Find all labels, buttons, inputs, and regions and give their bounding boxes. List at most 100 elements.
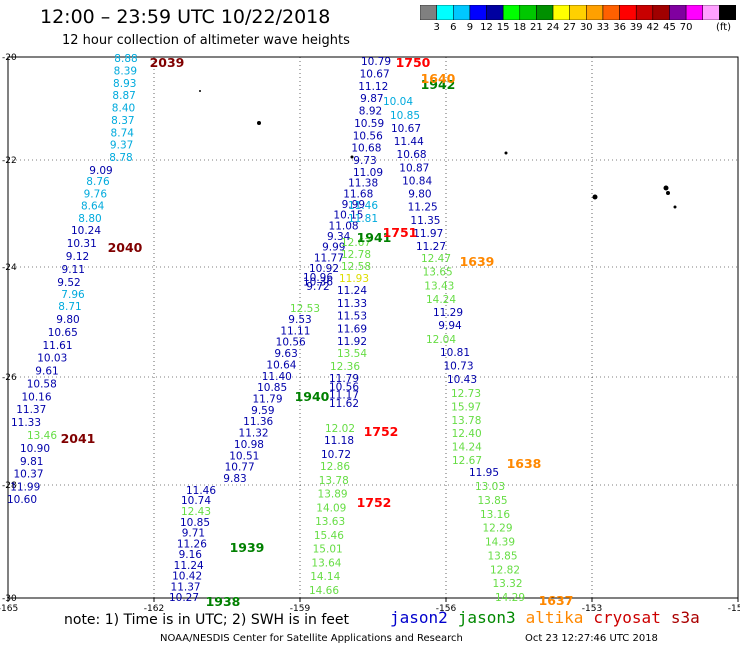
x-tick-label: -165 bbox=[0, 604, 18, 614]
wave-height-label: 12.67 bbox=[452, 455, 482, 467]
wave-height-label: 10.64 bbox=[266, 359, 296, 371]
wave-height-label: 11.36 bbox=[243, 416, 273, 428]
wave-height-label: 11.17 bbox=[329, 390, 359, 402]
pass-time-label: 1751 bbox=[383, 225, 418, 240]
wave-height-label: 12.02 bbox=[325, 423, 355, 435]
wave-height-label: 10.36 bbox=[303, 277, 333, 289]
colorbar-tick-label: 12 bbox=[480, 22, 493, 33]
wave-height-label: 9.81 bbox=[20, 456, 43, 468]
wave-height-label: 10.04 bbox=[383, 96, 413, 108]
wave-height-label: 8.39 bbox=[114, 65, 137, 77]
wave-height-label: 10.59 bbox=[354, 118, 384, 130]
wave-height-label: 10.16 bbox=[21, 391, 51, 403]
x-tick-label: -162 bbox=[144, 604, 164, 614]
wave-height-label: 11.12 bbox=[358, 81, 388, 93]
wave-height-label: 11.77 bbox=[314, 252, 344, 264]
island-marker bbox=[350, 155, 354, 159]
wave-height-label: 11.40 bbox=[262, 371, 292, 383]
wave-height-label: 9.99 bbox=[322, 242, 345, 254]
colorbar-tick-label: 33 bbox=[596, 22, 610, 33]
wave-height-label: 10.68 bbox=[397, 149, 427, 161]
wave-height-label: 9.80 bbox=[56, 314, 79, 326]
wave-height-label: 11.92 bbox=[337, 336, 367, 348]
y-tick-label: -20 bbox=[2, 53, 17, 63]
wave-height-label: 11.79 bbox=[252, 394, 282, 406]
pass-time-label: 1639 bbox=[460, 254, 495, 269]
colorbar-tick-label: 21 bbox=[530, 22, 543, 33]
map-frame bbox=[7, 56, 739, 599]
pass-time-label: 1940 bbox=[295, 389, 330, 404]
wave-height-label: 11.38 bbox=[348, 178, 378, 190]
wave-height-label: 11.61 bbox=[42, 340, 72, 352]
wave-height-label: 10.85 bbox=[180, 517, 210, 529]
wave-height-label: 10.67 bbox=[391, 123, 421, 135]
wave-height-label: 11.09 bbox=[353, 167, 383, 179]
wave-height-label: 10.72 bbox=[321, 449, 351, 461]
wave-height-label: 9.99 bbox=[342, 199, 365, 211]
pass-time-label: 1752 bbox=[357, 495, 392, 510]
wave-height-label: 11.33 bbox=[11, 417, 41, 429]
island-marker bbox=[199, 90, 201, 92]
island-marker bbox=[592, 194, 598, 200]
colorbar-labels: 3 6 9 12 15 18 21 24 27 30 33 36 39 42 45 70 bbox=[420, 22, 736, 36]
colorbar-tick-label: 18 bbox=[513, 22, 527, 33]
x-tick-label: -159 bbox=[290, 604, 311, 614]
wave-height-label: 10.73 bbox=[443, 361, 473, 373]
wave-height-label: 10.15 bbox=[333, 210, 363, 222]
wave-height-label: 13.16 bbox=[480, 509, 510, 521]
wave-height-label: 13.54 bbox=[337, 348, 367, 360]
legend-s3a: s3a bbox=[670, 608, 700, 627]
wave-height-label: 13.85 bbox=[477, 495, 507, 507]
pass-time-label: 1938 bbox=[206, 594, 241, 609]
wave-height-label: 11.37 bbox=[16, 404, 46, 416]
y-tick-label: -22 bbox=[2, 156, 17, 166]
wave-height-label: 13.63 bbox=[315, 516, 345, 528]
wave-height-label: 9.61 bbox=[35, 366, 58, 378]
map-subtitle: 12 hour collection of altimeter wave hei… bbox=[62, 33, 350, 48]
wave-height-label: 9.37 bbox=[110, 140, 133, 152]
wave-height-label: 9.80 bbox=[408, 189, 431, 201]
island-marker bbox=[504, 151, 508, 155]
pass-time-label: 1752 bbox=[364, 424, 399, 439]
wave-height-label: 14.29 bbox=[495, 592, 525, 604]
wave-height-label: 8.88 bbox=[114, 53, 137, 65]
wave-height-label: 12.29 bbox=[482, 523, 512, 535]
colorbar-tick-label: 36 bbox=[613, 22, 626, 33]
island-marker bbox=[257, 121, 261, 125]
wave-height-label: 12.04 bbox=[426, 334, 456, 346]
wave-height-label: 11.11 bbox=[280, 325, 310, 337]
wave-height-label: 12.86 bbox=[320, 461, 350, 473]
wave-height-label: 9.16 bbox=[179, 549, 203, 561]
wave-height-label: 11.69 bbox=[337, 323, 367, 335]
wave-height-label: 8.80 bbox=[78, 213, 101, 225]
wave-height-label: 11.24 bbox=[174, 560, 204, 572]
wave-height-label: 9.63 bbox=[274, 348, 297, 360]
wave-height-label: 13.65 bbox=[423, 267, 453, 279]
legend-jason3: jason3 bbox=[457, 608, 516, 627]
pass-time-label: 2039 bbox=[150, 55, 185, 70]
wave-height-label: 10.27 bbox=[169, 592, 199, 604]
wave-height-label: 14.39 bbox=[485, 537, 515, 549]
wave-height-label: 7.96 bbox=[61, 289, 85, 301]
wave-height-label: 9.59 bbox=[251, 405, 274, 417]
wave-height-label: 11.27 bbox=[416, 241, 446, 253]
wave-height-label: 11.44 bbox=[394, 136, 424, 148]
wave-height-label: 10.65 bbox=[48, 327, 78, 339]
wave-height-label: 10.56 bbox=[353, 130, 383, 142]
wave-height-label: 12.47 bbox=[421, 253, 451, 265]
wave-height-label: 9.76 bbox=[84, 188, 108, 200]
colorbar-tick-label: 24 bbox=[546, 22, 560, 33]
wave-height-label: 11.97 bbox=[413, 228, 443, 240]
wave-height-label: 8.74 bbox=[111, 127, 135, 139]
wave-height-label: 12.78 bbox=[341, 249, 371, 261]
wave-height-label: 10.81 bbox=[440, 347, 470, 359]
wave-height-label: 8.71 bbox=[58, 301, 81, 313]
wave-height-label: 8.87 bbox=[112, 90, 135, 102]
y-tick-label: -24 bbox=[2, 263, 17, 273]
wave-height-label: 10.90 bbox=[20, 443, 50, 455]
wave-height-label: 10.43 bbox=[447, 374, 477, 386]
wave-height-label: 9.83 bbox=[223, 473, 246, 485]
wave-height-label: 11.99 bbox=[10, 481, 40, 493]
wave-height-label: 13.78 bbox=[319, 475, 349, 487]
